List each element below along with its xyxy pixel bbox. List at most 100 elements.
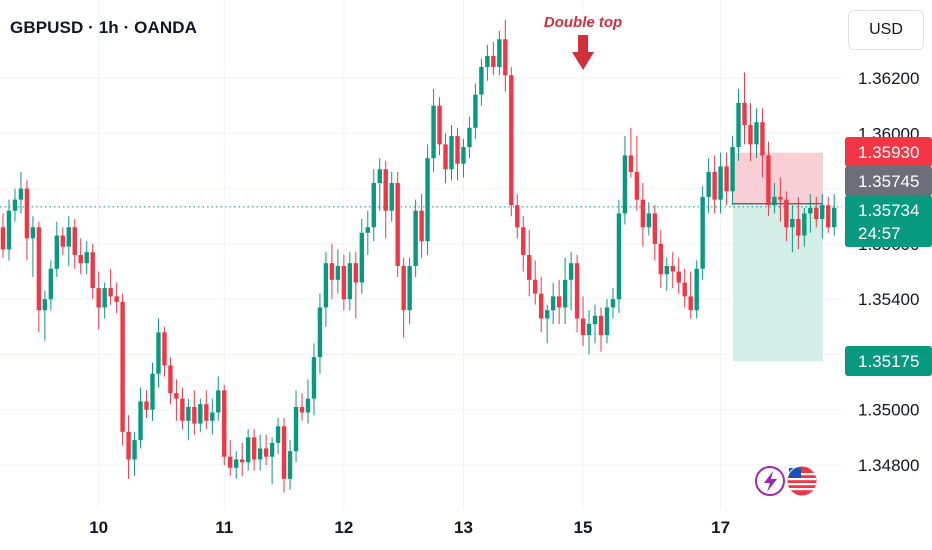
candle-body (574, 263, 580, 319)
candle (78, 238, 83, 275)
candle (407, 257, 412, 325)
candle (150, 362, 155, 421)
candle-body (682, 282, 687, 297)
candle (562, 257, 568, 325)
currency-button[interactable]: USD (848, 10, 924, 50)
price-badge (845, 166, 932, 196)
candle (18, 171, 24, 214)
candle (652, 205, 658, 261)
candle (419, 194, 424, 258)
candle (742, 72, 747, 145)
candle (676, 257, 681, 294)
candle (401, 257, 406, 338)
candle-body (281, 426, 287, 479)
candle-body (389, 183, 394, 211)
candle (461, 138, 466, 178)
price-badge-value: 1.35930 (858, 143, 919, 162)
candle-body (138, 401, 143, 441)
candle (437, 97, 442, 156)
candle (724, 152, 729, 206)
candle-body (580, 318, 586, 336)
candle-body (533, 279, 538, 294)
candle-body (724, 166, 729, 192)
candle (425, 144, 430, 255)
candle (162, 326, 167, 377)
bolt-icon[interactable] (755, 466, 785, 496)
price-badge-value: 1.35734 (858, 201, 919, 220)
candle-body (407, 265, 412, 311)
candle-body (706, 171, 711, 197)
candle (413, 199, 418, 278)
candle (814, 196, 819, 228)
candle-body (126, 431, 131, 460)
candle-body (12, 199, 18, 211)
y-tick-label: 1.34800 (858, 456, 919, 475)
candle-body (754, 122, 759, 145)
candle-body (234, 459, 239, 468)
candle (664, 257, 669, 291)
candle-body (766, 155, 771, 206)
candle (544, 304, 550, 344)
candle-body (497, 39, 502, 67)
candle-body (269, 442, 275, 457)
candle-body (245, 437, 251, 463)
candle-body (42, 299, 48, 311)
candle (347, 252, 353, 311)
candle-body (826, 205, 831, 228)
candle-body (240, 459, 245, 463)
candle-body (640, 199, 646, 228)
candle-body (718, 166, 723, 200)
candle (234, 451, 239, 479)
candle-body (347, 263, 353, 300)
candle-body (467, 127, 472, 148)
candle (144, 390, 149, 419)
x-tick-label: 17 (711, 518, 730, 537)
candle-body (192, 406, 197, 424)
candle (263, 434, 269, 465)
candle-body (66, 227, 71, 247)
y-axis: 1.348001.350001.352001.354001.356001.358… (858, 69, 919, 475)
price-badge-countdown: 24:57 (858, 224, 901, 243)
candle-body (329, 263, 335, 280)
candle (533, 260, 538, 305)
price-badge (845, 137, 932, 167)
candle-body (628, 155, 634, 172)
candle (748, 102, 753, 161)
candle (222, 384, 227, 465)
candle (485, 44, 490, 81)
candle (12, 188, 18, 222)
candle (682, 268, 687, 308)
candle-body (808, 207, 813, 214)
candle-body (503, 39, 508, 76)
candle (54, 221, 60, 278)
candle (509, 66, 514, 217)
stop-price-label: 1.35930 (845, 137, 932, 167)
candle-body (676, 271, 681, 283)
candle-body (431, 105, 436, 159)
candle (646, 202, 652, 236)
candle-body (251, 437, 257, 460)
candle-body (461, 147, 466, 164)
candle (108, 268, 113, 305)
candle-body (108, 288, 113, 297)
candle-body (263, 448, 269, 457)
candle (204, 390, 209, 430)
us-flag-icon[interactable] (786, 465, 818, 497)
candle (604, 299, 610, 344)
candle-body (491, 55, 496, 67)
candle-body (658, 243, 663, 275)
candle (114, 282, 119, 313)
candle (383, 160, 388, 239)
candle-body (48, 268, 54, 300)
candle (688, 271, 693, 319)
candle (323, 252, 329, 327)
candle (449, 124, 454, 181)
price-badge-value: 1.35175 (858, 352, 919, 371)
candle (706, 158, 711, 214)
candle (515, 194, 520, 239)
candle (66, 216, 71, 266)
candle (754, 108, 759, 159)
candle-body (60, 235, 65, 247)
